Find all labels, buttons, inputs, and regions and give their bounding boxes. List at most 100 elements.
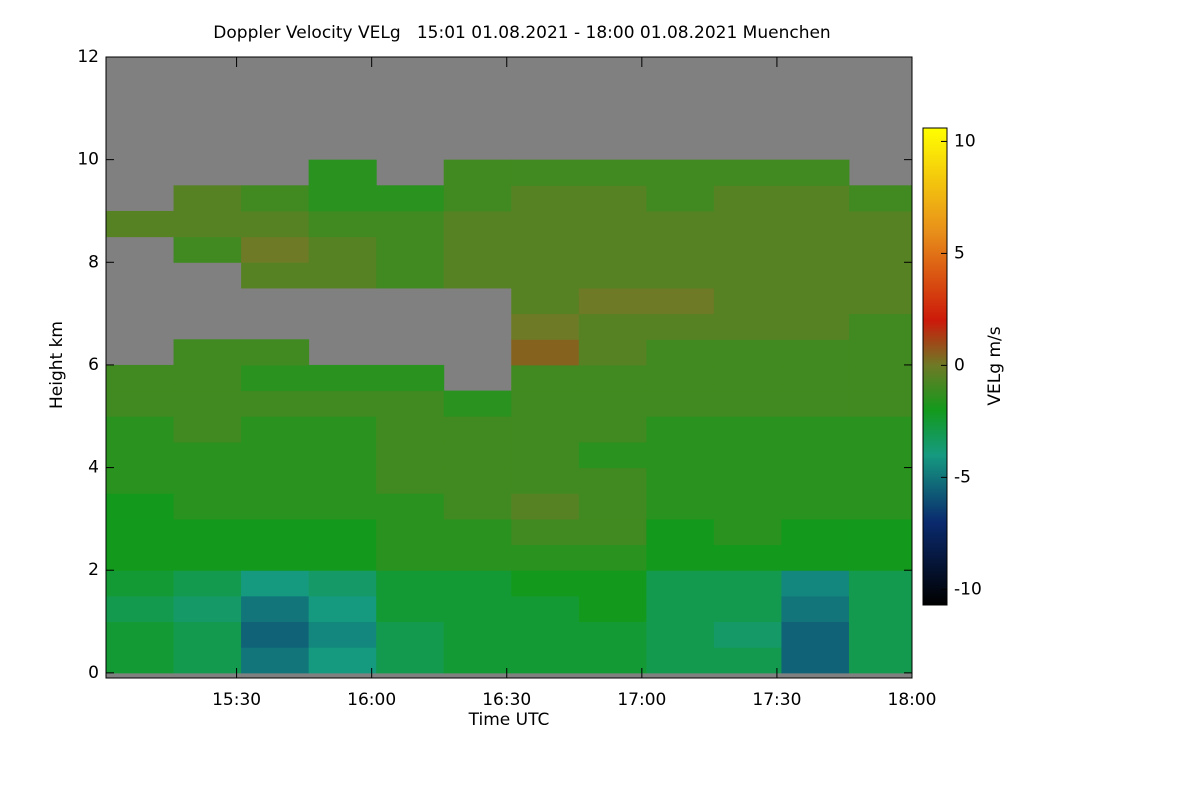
heatmap-cell: [578, 287, 647, 315]
heatmap-cell: [646, 159, 715, 186]
heatmap-cell: [308, 364, 377, 392]
chart-title: Doppler Velocity VELg 15:01 01.08.2021 -…: [213, 23, 830, 43]
heatmap-cell: [713, 493, 782, 520]
heatmap-cell: [308, 441, 377, 469]
heatmap-cell: [376, 647, 445, 674]
heatmap-cell: [646, 518, 715, 546]
heatmap-cell: [443, 390, 512, 417]
heatmap-cell: [376, 621, 445, 648]
heatmap-cell: [848, 493, 912, 520]
heatmap-cell: [713, 185, 782, 212]
y-tick-label: 8: [88, 252, 99, 272]
colorbar-tick-label: 0: [954, 355, 965, 375]
heatmap-cell: [443, 467, 512, 494]
heatmap-cell: [241, 416, 310, 443]
heatmap-cell: [308, 185, 377, 212]
heatmap-cell: [308, 210, 377, 238]
x-tick-label: 17:30: [752, 690, 801, 710]
heatmap-cell: [713, 595, 782, 623]
heatmap-cell: [241, 544, 310, 571]
heatmap-cell: [848, 236, 912, 263]
heatmap-cell: [106, 364, 175, 392]
heatmap-cell: [173, 467, 242, 494]
heatmap-cell: [376, 518, 445, 546]
heatmap-cell: [713, 544, 782, 571]
heatmap-cell: [241, 621, 310, 648]
heatmap-cell: [781, 570, 850, 597]
heatmap-cell: [511, 262, 580, 289]
heatmap-cell: [646, 339, 715, 366]
heatmap-cell: [106, 647, 175, 674]
x-tick-label: 17:00: [617, 690, 666, 710]
heatmap-cell: [376, 544, 445, 571]
heatmap-cell: [308, 467, 377, 494]
heatmap-cell: [376, 262, 445, 289]
heatmap-cell: [511, 390, 580, 417]
heatmap-cell: [511, 313, 580, 340]
heatmap-cell: [241, 390, 310, 417]
heatmap-cell: [376, 467, 445, 494]
heatmap-cell: [241, 570, 310, 597]
heatmap-cell: [578, 544, 647, 571]
heatmap-cell: [106, 518, 175, 546]
heatmap-cell: [713, 647, 782, 674]
heatmap-cell: [106, 210, 175, 238]
heatmap-cell: [781, 262, 850, 289]
heatmap-cell: [848, 339, 912, 366]
heatmap-cell: [106, 493, 175, 520]
heatmap-cell: [781, 621, 850, 648]
heatmap-cell: [781, 647, 850, 674]
heatmap-cell: [713, 570, 782, 597]
heatmap-cell: [646, 364, 715, 392]
heatmap-cell: [848, 287, 912, 315]
heatmap-cell: [173, 544, 242, 571]
heatmap-cell: [578, 467, 647, 494]
heatmap-cell: [848, 390, 912, 417]
heatmap-cell: [646, 595, 715, 623]
heatmap-cell: [308, 416, 377, 443]
heatmap-cell: [308, 390, 377, 417]
heatmap-cell: [106, 467, 175, 494]
heatmap-cell: [443, 416, 512, 443]
heatmap-cell: [376, 185, 445, 212]
heatmap-cell: [376, 493, 445, 520]
heatmap-cell: [173, 493, 242, 520]
heatmap-cell: [646, 287, 715, 315]
heatmap-cell: [781, 210, 850, 238]
heatmap-cell: [376, 210, 445, 238]
heatmap-cell: [848, 621, 912, 648]
heatmap-cell: [848, 570, 912, 597]
heatmap-cell: [511, 364, 580, 392]
heatmap-cell: [781, 518, 850, 546]
y-tick-label: 4: [88, 458, 99, 478]
heatmap-cell: [511, 416, 580, 443]
heatmap-cell: [511, 467, 580, 494]
heatmap-cell: [781, 544, 850, 571]
heatmap-cell: [241, 210, 310, 238]
heatmap-cell: [646, 544, 715, 571]
heatmap-cell: [173, 236, 242, 263]
y-tick-label: 6: [88, 355, 99, 375]
heatmap-cell: [241, 185, 310, 212]
heatmap-cell: [511, 287, 580, 315]
y-tick-label: 10: [77, 150, 99, 170]
heatmap-cell: [511, 236, 580, 263]
heatmap-cell: [578, 647, 647, 674]
x-tick-label: 16:00: [347, 690, 396, 710]
heatmap-cell: [646, 416, 715, 443]
heatmap-cell: [848, 416, 912, 443]
heatmap-cell: [376, 364, 445, 392]
heatmap-cell: [443, 185, 512, 212]
heatmap-cell: [713, 313, 782, 340]
heatmap-cell: [173, 390, 242, 417]
y-tick-label: 0: [88, 663, 99, 683]
heatmap-cell: [173, 621, 242, 648]
heatmap-cell: [781, 364, 850, 392]
heatmap-cell: [511, 210, 580, 238]
heatmap-cell: [781, 416, 850, 443]
heatmap-cell: [713, 416, 782, 443]
heatmap-cell: [646, 185, 715, 212]
heatmap-cell: [106, 595, 175, 623]
heatmap-cell: [308, 159, 377, 186]
heatmap-cell: [241, 493, 310, 520]
